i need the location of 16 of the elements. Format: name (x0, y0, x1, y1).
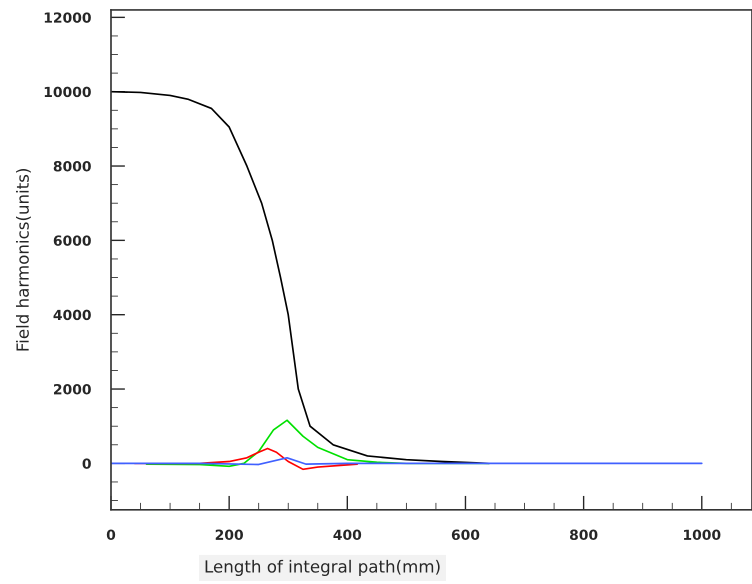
line-series (110, 456, 703, 466)
x-axis-title: Length of integral path(mm) (206, 560, 440, 576)
x-tick-label: 0 (106, 530, 116, 540)
x-tick-label: 600 (452, 530, 480, 540)
y-tick-label: 8000 (54, 161, 91, 172)
x-tick-label: 400 (333, 530, 362, 540)
y-tick-label: 6000 (54, 235, 91, 246)
x-tick-label: 1000 (684, 530, 720, 540)
y-tick-label: 2000 (54, 384, 91, 395)
y-tick-label: 0 (82, 458, 91, 469)
y-tick-label: 10000 (44, 86, 91, 98)
y-axis-title: Field harmonics(units) (16, 169, 31, 351)
x-tick-label: 200 (216, 530, 243, 540)
x-tick-label: 800 (570, 530, 598, 540)
y-tick-label: 4000 (54, 310, 91, 320)
y-tick-label: 12000 (44, 12, 91, 23)
